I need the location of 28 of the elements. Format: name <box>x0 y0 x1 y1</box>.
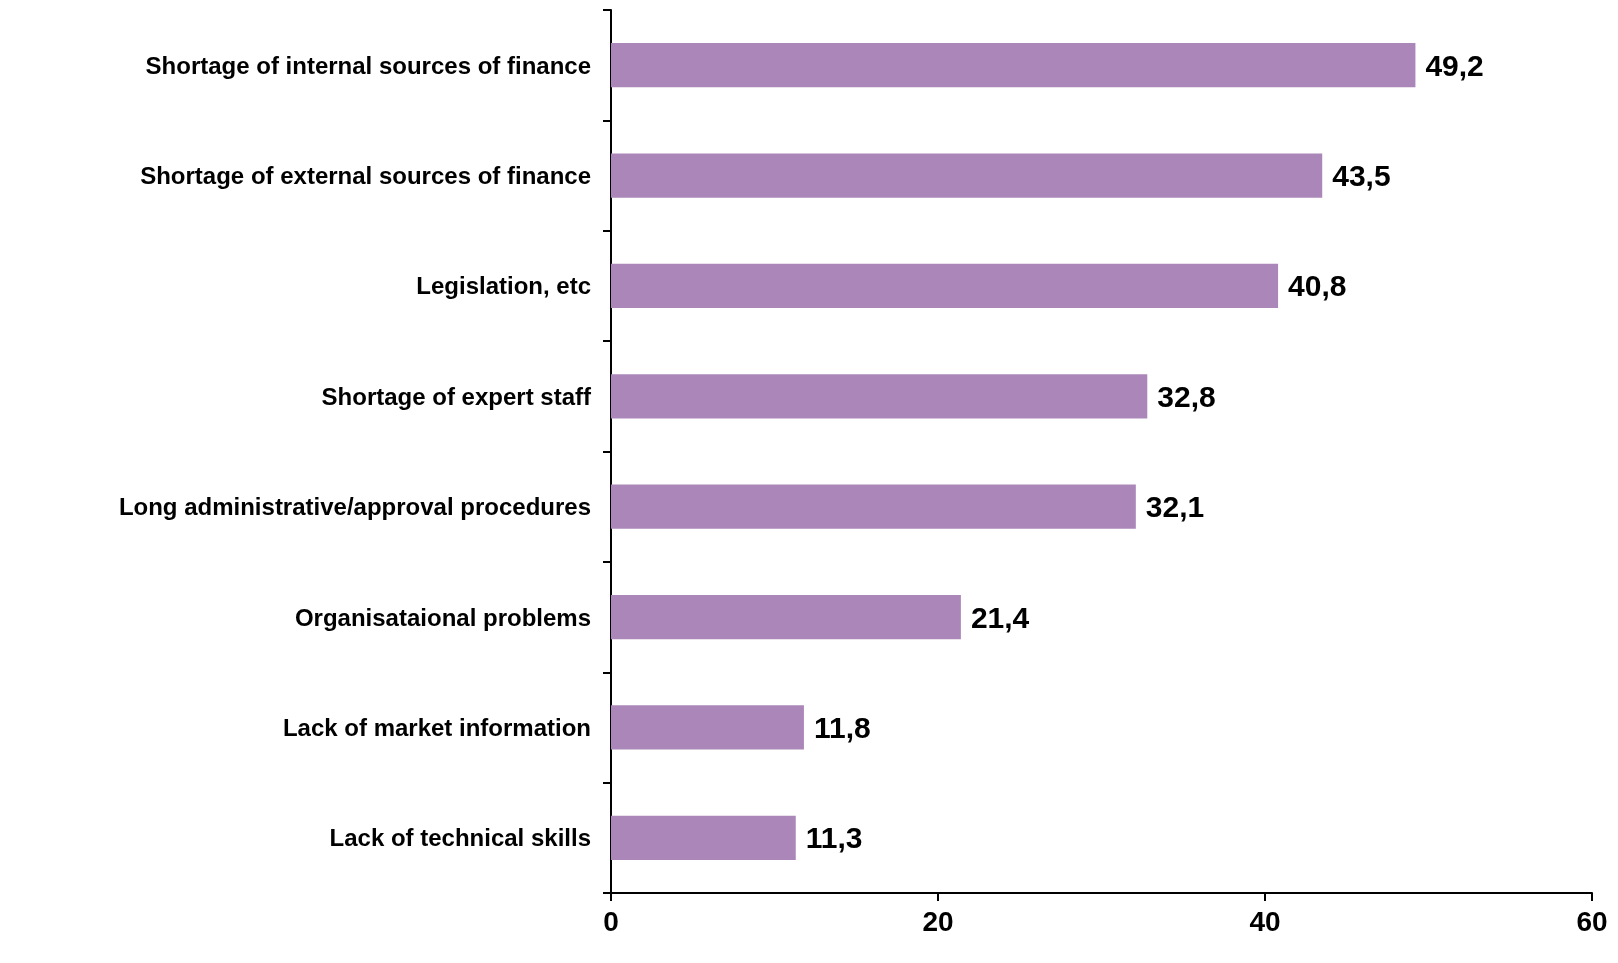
bar <box>611 594 961 640</box>
bar <box>611 374 1148 419</box>
data-label: 21,4 <box>970 600 1030 634</box>
y-tick-label: Shortage of external sources of finance <box>140 162 591 190</box>
bar <box>611 815 796 860</box>
bar <box>611 263 1279 309</box>
bar <box>611 153 1323 198</box>
x-tick-label: 20 <box>922 905 954 937</box>
data-label: 32,8 <box>1157 379 1216 413</box>
y-tick-label: Shortage of internal sources of finance <box>145 51 591 79</box>
y-tick-label: Legislation, etc <box>416 272 591 300</box>
y-tick-label: Lack of market information <box>282 713 591 741</box>
data-label: 32,1 <box>1145 490 1205 524</box>
data-label: 11,3 <box>805 821 863 855</box>
x-tick-label: 60 <box>1576 905 1608 937</box>
bar <box>611 43 1416 88</box>
y-tick-label: Shortage of expert staff <box>321 382 592 410</box>
x-tick-label: 40 <box>1249 905 1281 937</box>
y-tick-label: Organisataional problems <box>294 603 591 631</box>
x-tick-label: 0 <box>603 905 619 937</box>
data-label: 49,2 <box>1425 48 1484 82</box>
y-tick-label: Lack of technical skills <box>329 824 591 852</box>
data-label: 40,8 <box>1288 269 1347 303</box>
y-tick-label: Long administrative/approval procedures <box>118 493 591 521</box>
data-label: 43,5 <box>1332 159 1391 193</box>
data-label: 11,8 <box>813 710 871 744</box>
bar <box>611 705 804 750</box>
bar <box>611 484 1136 529</box>
